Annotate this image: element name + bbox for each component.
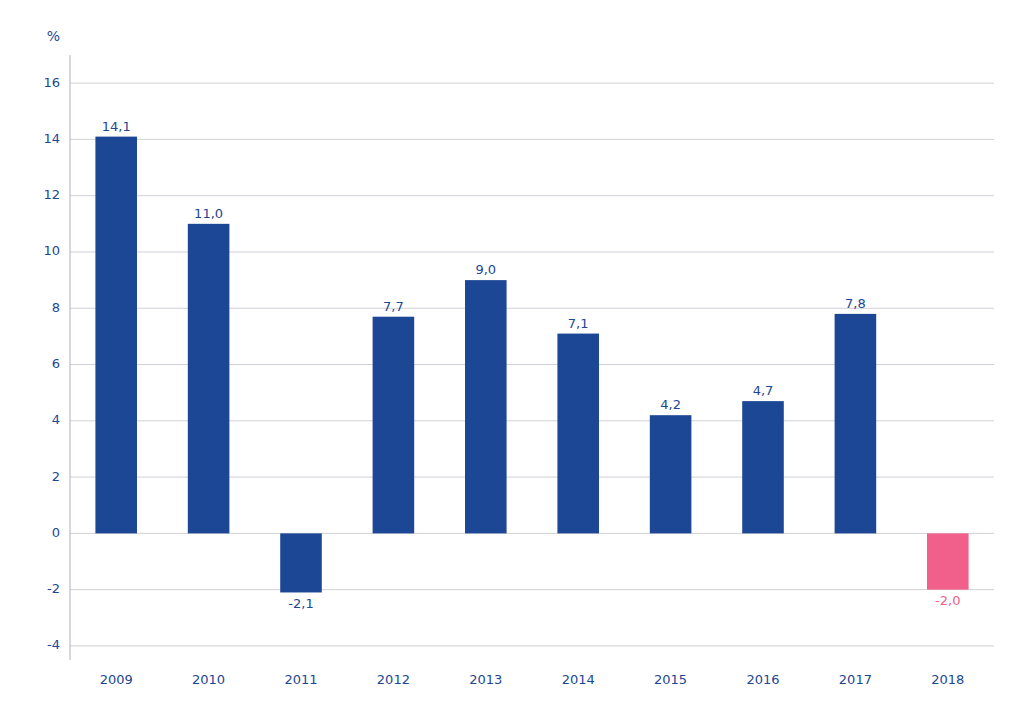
y-tick-label: 0	[52, 525, 60, 540]
data-label: 7,7	[383, 299, 404, 314]
x-tick-label: 2011	[284, 672, 317, 687]
bar	[95, 137, 137, 534]
bar	[188, 224, 230, 534]
x-tick-label: 2013	[469, 672, 502, 687]
data-label: 11,0	[194, 206, 223, 221]
x-tick-label: 2010	[192, 672, 225, 687]
x-tick-label: 2015	[654, 672, 687, 687]
y-tick-label: 10	[43, 243, 60, 258]
bar	[373, 317, 415, 534]
data-label: 4,7	[753, 383, 774, 398]
bar	[280, 533, 322, 592]
y-tick-label: 8	[52, 300, 60, 315]
bar	[742, 401, 784, 533]
bar	[927, 533, 969, 589]
grid	[70, 83, 994, 646]
x-tick-label: 2017	[839, 672, 872, 687]
grid-line	[70, 195, 994, 196]
data-label: 7,1	[568, 316, 589, 331]
y-tick-label: 2	[52, 469, 60, 484]
y-tick-label: 14	[43, 131, 60, 146]
data-label: 4,2	[660, 397, 681, 412]
y-tick-label: 12	[43, 187, 60, 202]
grid-line	[70, 139, 994, 140]
x-tick-label: 2009	[100, 672, 133, 687]
y-tick-label: 6	[52, 356, 60, 371]
chart: -4 -2 0 2 4 6 8 10 12 14 16% 14,1 11,0 -2,1 7,7 9,0 7,1 4…	[0, 0, 1024, 715]
data-label: 7,8	[845, 296, 866, 311]
bar	[465, 280, 507, 533]
y-tick-label: -4	[47, 637, 60, 652]
x-tick-label: 2016	[746, 672, 779, 687]
y-tick-label: -2	[47, 581, 60, 596]
grid-line	[70, 83, 994, 84]
bar	[650, 415, 692, 533]
bars	[95, 137, 968, 593]
data-label: -2,0	[935, 593, 960, 608]
x-tick-label: 2018	[931, 672, 964, 687]
grid-line	[70, 645, 994, 646]
y-axis-label: %	[47, 28, 60, 44]
data-label: 14,1	[102, 119, 131, 134]
data-label: 9,0	[475, 262, 496, 277]
grid-line	[70, 589, 994, 590]
y-tick-label: 4	[52, 412, 60, 427]
y-axis-line	[70, 55, 71, 660]
x-tick-label: 2012	[377, 672, 410, 687]
bar	[557, 334, 599, 534]
y-tick-label: 16	[43, 75, 60, 90]
x-tick-label: 2014	[562, 672, 595, 687]
data-label: -2,1	[288, 596, 313, 611]
bar	[835, 314, 877, 533]
